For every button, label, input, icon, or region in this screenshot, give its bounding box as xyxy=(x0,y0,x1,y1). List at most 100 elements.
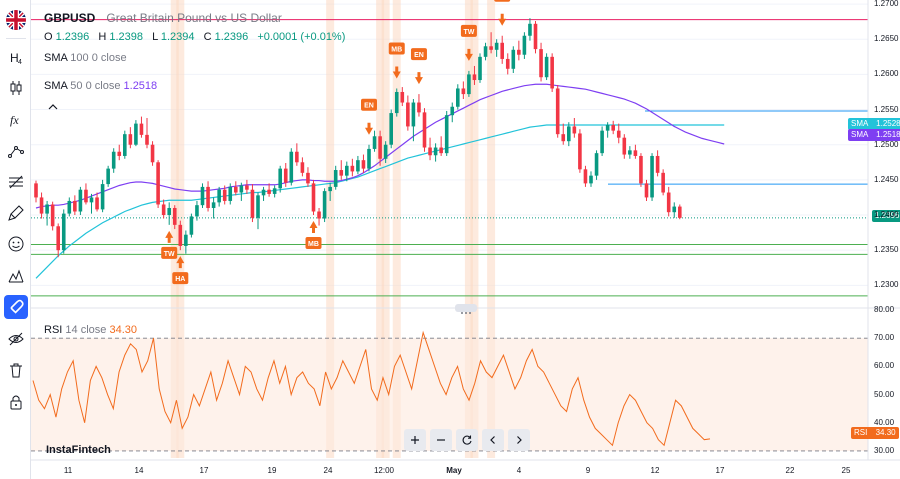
candle-body xyxy=(256,195,260,218)
trash-icon[interactable] xyxy=(4,358,28,382)
candle-body xyxy=(250,189,255,218)
candle-body xyxy=(594,153,599,176)
scroll-right-chevron-icon[interactable] xyxy=(508,429,530,451)
candle-body xyxy=(95,197,99,210)
indicator-value: 1.2518 xyxy=(123,80,158,92)
price-tick-label: 1.2350 xyxy=(874,245,899,255)
candle-body xyxy=(450,106,455,116)
candle-body xyxy=(361,160,366,169)
candle-body xyxy=(422,112,427,148)
candle-body xyxy=(333,170,338,187)
time-tick-label: 9 xyxy=(585,466,591,475)
indicator-name: SMA xyxy=(44,52,68,64)
candle-body xyxy=(572,126,577,134)
candle-body xyxy=(428,147,432,156)
high-label: H xyxy=(98,31,107,43)
brush-icon[interactable] xyxy=(4,201,28,225)
tag-value: 1.2528 xyxy=(876,119,900,128)
indicator-params: 100 0 close xyxy=(70,52,127,64)
signal-label: HA xyxy=(497,0,507,1)
time-tick-label: 11 xyxy=(63,466,73,475)
low-label: L xyxy=(152,31,158,43)
price-tick-label: 1.2700 xyxy=(874,0,899,9)
svg-text:fx: fx xyxy=(10,113,19,127)
candle-body xyxy=(328,186,332,192)
zoom-out-minus-icon[interactable] xyxy=(430,429,452,451)
price-tick-label: 1.2650 xyxy=(874,34,899,44)
tag-label: SMA xyxy=(851,130,868,139)
candle-body xyxy=(161,204,166,216)
candle-body xyxy=(67,200,72,214)
uk-flag-icon[interactable] xyxy=(6,10,26,30)
emoji-icon[interactable] xyxy=(4,232,28,256)
tag-label: SMA xyxy=(851,119,868,128)
candle-body xyxy=(306,172,310,184)
candle-body xyxy=(123,134,127,156)
candlestick-icon[interactable] xyxy=(4,76,28,100)
indicators-fx-icon[interactable]: fx xyxy=(4,108,28,132)
pane-resize-handle[interactable] xyxy=(455,304,477,314)
signal-label: TW xyxy=(164,251,175,258)
rsi-tick-label: 50.00 xyxy=(874,389,895,399)
candle-body xyxy=(245,185,249,190)
candle-body xyxy=(589,175,593,184)
candle-body xyxy=(639,155,643,184)
zoom-in-plus-icon[interactable] xyxy=(404,429,426,451)
candle-body xyxy=(394,91,399,114)
scroll-left-chevron-icon[interactable] xyxy=(482,429,504,451)
patterns-icon[interactable] xyxy=(4,264,28,288)
candle-body xyxy=(600,130,604,154)
candle-body xyxy=(411,102,416,127)
time-tick-label: 12:00 xyxy=(373,466,395,475)
candle-body xyxy=(117,151,122,156)
signal-label: MB xyxy=(308,241,319,248)
trend-line-icon[interactable] xyxy=(4,139,28,163)
candle-body xyxy=(350,165,355,172)
candle-body xyxy=(417,102,421,113)
candle-body xyxy=(134,123,138,145)
candle-body xyxy=(234,186,238,193)
signal-label: MB xyxy=(391,46,402,53)
sma50-price-tag: SMA 1.2518 xyxy=(848,129,900,141)
rsi-tick-label: 60.00 xyxy=(874,361,895,371)
candle-body xyxy=(73,200,77,212)
time-tick-label: 17 xyxy=(715,466,725,475)
time-tick-label: 4 xyxy=(516,466,522,475)
signal-badge xyxy=(172,272,189,285)
signal-highlight-band xyxy=(487,0,496,458)
signal-arrow xyxy=(165,230,174,243)
reset-chart-icon[interactable] xyxy=(456,429,478,451)
candle-body xyxy=(483,46,488,57)
rsi-legend[interactable]: RSI 14 close 34.30 xyxy=(44,324,137,336)
tag-value: 1.2518 xyxy=(876,130,900,139)
lock-icon[interactable] xyxy=(4,390,28,414)
candle-body xyxy=(156,162,160,205)
candle-body xyxy=(494,42,499,50)
candle-body xyxy=(272,188,277,194)
candle-body xyxy=(489,46,493,50)
candle-body xyxy=(150,144,155,163)
ohlc-legend: O 1.2396 H 1.2398 L 1.2394 C 1.2396 +0.0… xyxy=(44,31,351,43)
candle-body xyxy=(322,191,327,219)
time-tick-label: 19 xyxy=(267,466,277,475)
signal-badge xyxy=(361,98,377,111)
candle-body xyxy=(611,125,615,131)
candle-body xyxy=(616,130,621,138)
candle-body xyxy=(34,183,38,198)
candle-body xyxy=(383,144,388,159)
magnet-icon[interactable] xyxy=(4,295,28,319)
sma100-legend[interactable]: SMA 100 0 close xyxy=(44,52,127,64)
symbol-name[interactable]: GBPUSD xyxy=(44,11,96,25)
signal-label: HA xyxy=(175,276,185,283)
hide-drawings-icon[interactable] xyxy=(4,327,28,351)
sma50-legend[interactable]: SMA 50 0 close 1.2518 xyxy=(44,80,157,92)
collapse-legend-chevron-up-icon[interactable] xyxy=(46,100,60,114)
rsi-tick-label: 40.00 xyxy=(874,417,895,427)
signal-badge xyxy=(494,0,511,2)
candle-body xyxy=(61,213,66,251)
fib-retracement-icon[interactable] xyxy=(4,170,28,194)
close-label: C xyxy=(203,31,212,43)
candle-body xyxy=(50,204,55,227)
